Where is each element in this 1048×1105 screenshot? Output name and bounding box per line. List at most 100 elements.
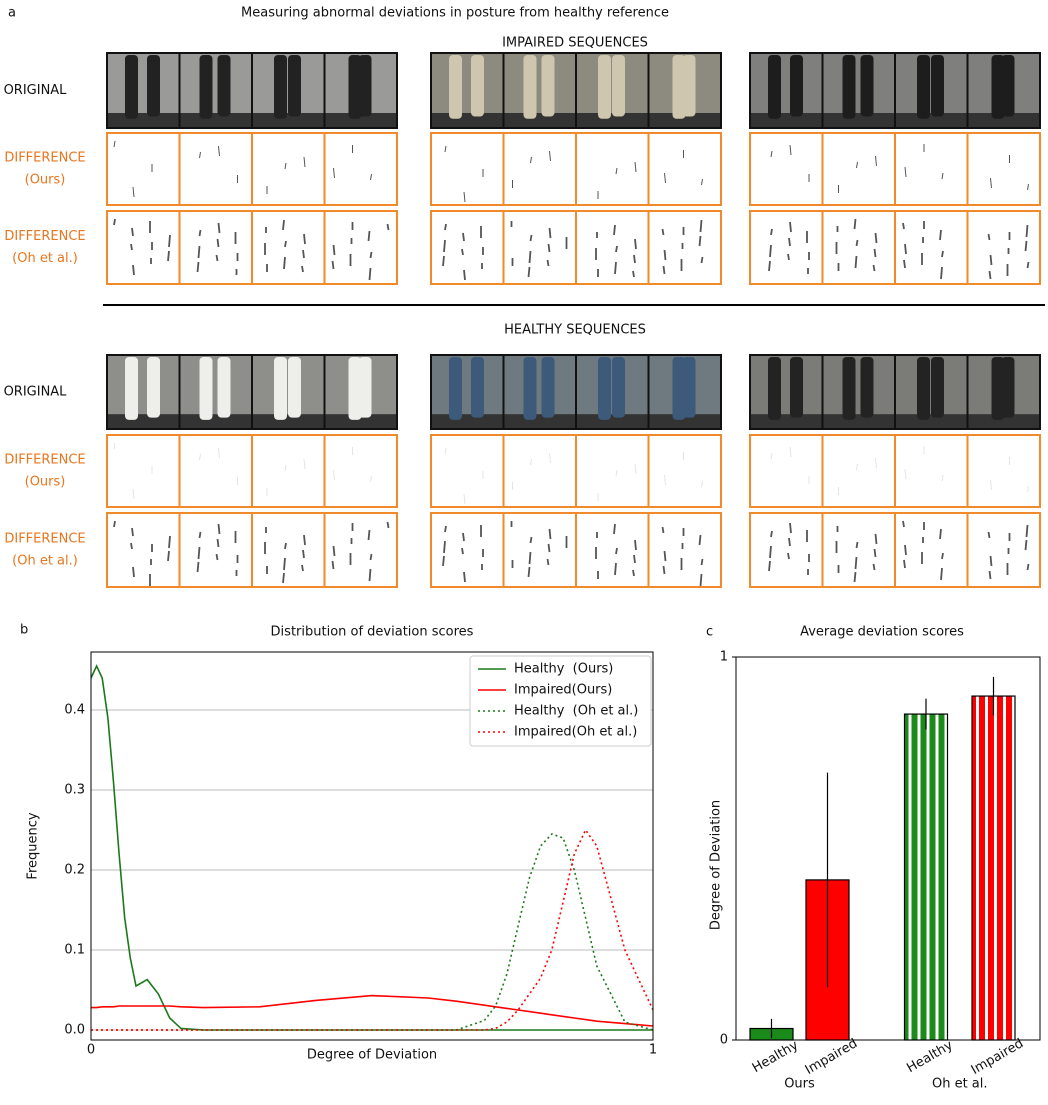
leg [682, 357, 696, 418]
row-label: ORIGINAL [4, 83, 68, 98]
difference-speck [902, 520, 905, 528]
difference-speck [770, 452, 773, 460]
leg [917, 357, 930, 420]
difference-speck [113, 442, 116, 450]
difference-speck [368, 568, 372, 582]
difference-speck [444, 525, 447, 533]
difference-speck [370, 475, 372, 483]
difference-frame [251, 132, 326, 206]
difference-speck [463, 269, 466, 281]
difference-speck [168, 234, 171, 248]
video-frame-floor [253, 414, 324, 428]
difference-speck [333, 167, 335, 179]
difference-speck [284, 240, 287, 248]
difference-speck [941, 172, 944, 180]
difference-speck [701, 178, 703, 186]
difference-frame [106, 512, 181, 588]
difference-speck [386, 223, 390, 231]
difference-speck [854, 556, 858, 570]
difference-speck [856, 161, 858, 169]
difference-speck [547, 243, 551, 253]
leg [125, 55, 138, 119]
difference-speck [902, 222, 905, 230]
difference-speck [443, 540, 446, 554]
bar-label: Impaired [803, 1036, 860, 1078]
difference-speck [462, 232, 465, 242]
leg [1001, 55, 1015, 117]
leg [199, 55, 213, 119]
y-tick-label: 0 [720, 1033, 728, 1048]
leg [358, 357, 372, 418]
difference-speck [789, 221, 792, 233]
difference-speck [367, 529, 371, 541]
leg [860, 357, 874, 418]
difference-frame [106, 434, 181, 508]
difference-speck [853, 571, 857, 583]
difference-speck [855, 541, 859, 549]
leg [931, 55, 944, 117]
difference-frame [106, 210, 181, 285]
difference-speck [632, 270, 635, 278]
difference-speck [301, 564, 304, 572]
difference-speck [663, 249, 667, 261]
video-frame-floor [504, 113, 575, 127]
difference-speck [989, 555, 993, 567]
difference-speck [873, 248, 877, 258]
difference-frame [251, 434, 326, 508]
difference-speck [196, 261, 200, 273]
bar [903, 713, 949, 1041]
difference-frame [251, 210, 326, 285]
difference-speck [768, 560, 771, 572]
video-frame-floor [108, 414, 179, 428]
difference-speck [216, 538, 220, 548]
difference-speck [528, 250, 532, 264]
leg [274, 55, 287, 119]
difference-frame [821, 210, 896, 285]
difference-speck [367, 230, 371, 242]
video-frame-floor [504, 414, 575, 428]
difference-frame [966, 210, 1041, 285]
difference-speck [1026, 261, 1030, 269]
difference-speck [529, 536, 533, 544]
difference-speck [442, 255, 445, 267]
video-frame-floor [896, 113, 967, 127]
row-label-difference: (Ours) [25, 475, 66, 490]
video-frame-floor [325, 414, 396, 428]
difference-frame [647, 210, 722, 285]
row-label: ORIGINAL [4, 385, 68, 400]
x-tick-label: 1 [649, 1043, 657, 1058]
bar-label: Healthy [750, 1038, 801, 1076]
leg [612, 357, 625, 418]
difference-speck [463, 493, 466, 505]
leg [612, 55, 625, 117]
leg [991, 55, 1005, 119]
difference-speck [990, 177, 992, 189]
video-frame-floor [432, 414, 503, 428]
x-axis-label: Degree of Deviation [307, 1048, 437, 1063]
difference-speck [853, 218, 857, 230]
difference-speck [940, 266, 943, 280]
leg [288, 55, 301, 117]
difference-speck [284, 162, 287, 170]
leg [199, 357, 213, 420]
difference-speck [302, 549, 305, 559]
difference-speck [461, 248, 464, 256]
difference-speck [369, 553, 373, 561]
difference-speck [215, 553, 219, 561]
difference-speck [634, 238, 637, 250]
video-frame-floor [325, 113, 396, 127]
difference-speck [615, 547, 618, 555]
difference-speck [769, 545, 772, 559]
difference-speck [284, 464, 287, 472]
difference-frame [323, 434, 398, 508]
leg [1001, 357, 1015, 418]
difference-speck [700, 558, 704, 566]
difference-frame [647, 512, 722, 588]
difference-speck [132, 566, 135, 578]
row-label-difference: DIFFERENCE [4, 229, 85, 244]
plot-frame [90, 651, 654, 1041]
difference-frame [575, 210, 650, 285]
difference-speck [941, 552, 944, 560]
difference-speck [634, 161, 637, 173]
difference-frame [251, 512, 326, 588]
